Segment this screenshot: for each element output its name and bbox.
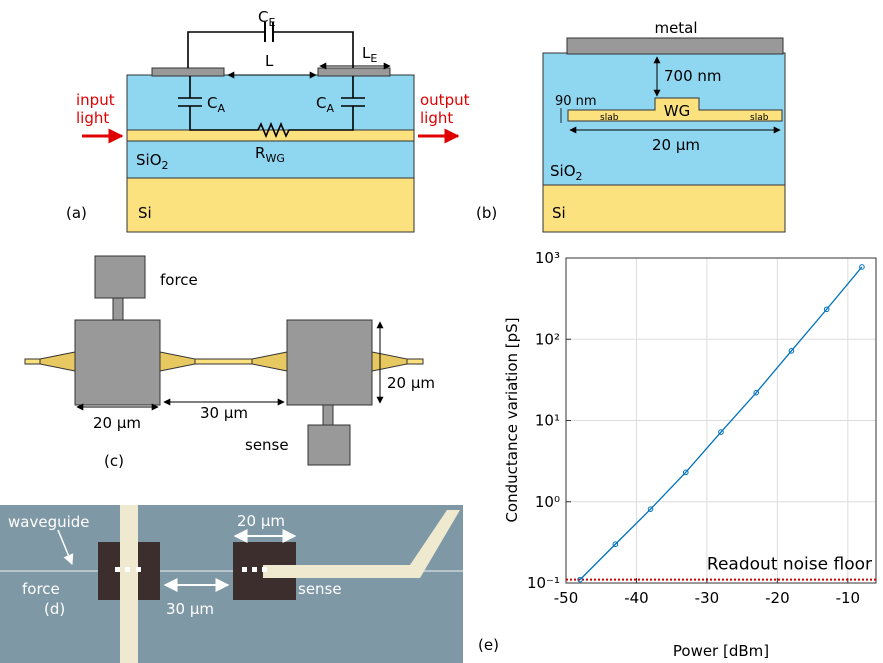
y-tick-label: 10³ xyxy=(535,249,560,267)
x-tick-label: -50 xyxy=(554,589,579,607)
annotation: Readout noise floor xyxy=(707,555,872,575)
panel-c xyxy=(25,256,423,465)
panel-label: (e) xyxy=(478,636,499,654)
label: 20 µm xyxy=(237,512,285,530)
label: sense xyxy=(245,436,289,454)
label: waveguide xyxy=(8,513,90,531)
y-tick-label: 10¹ xyxy=(535,412,560,430)
label: force xyxy=(160,271,198,289)
label: 30 µm xyxy=(200,404,248,422)
panel-label: (a) xyxy=(66,204,87,222)
label: 20 µm xyxy=(652,136,700,154)
label: light xyxy=(420,109,453,127)
label: 20 µm xyxy=(387,374,435,392)
label: Si xyxy=(552,204,566,222)
panel-label: (b) xyxy=(476,204,497,222)
label: output xyxy=(420,91,470,109)
label: metal xyxy=(654,19,697,37)
panel-label: (c) xyxy=(104,452,124,470)
label: 90 nm xyxy=(555,94,597,109)
label: 700 nm xyxy=(664,67,722,85)
label: Si xyxy=(138,204,152,222)
x-tick-label: -40 xyxy=(624,589,649,607)
label: 20 µm xyxy=(93,414,141,432)
y-tick-label: 10² xyxy=(535,330,560,348)
y-tick-label: 10⁰ xyxy=(535,493,560,511)
x-tick-label: -30 xyxy=(695,589,720,607)
label: force xyxy=(22,580,60,598)
label: WG xyxy=(664,102,690,120)
x-tick-label: -20 xyxy=(765,589,790,607)
label: CE xyxy=(258,8,275,29)
label: input xyxy=(76,91,115,109)
x-tick-label: -10 xyxy=(836,589,861,607)
label: L xyxy=(265,52,274,70)
label: light xyxy=(76,109,109,127)
label: 30 µm xyxy=(166,600,214,618)
label: sense xyxy=(298,580,342,598)
label: slab xyxy=(750,113,769,123)
label: slab xyxy=(600,113,619,123)
y-axis-label: Conductance variation [pS] xyxy=(503,317,521,522)
label: LE xyxy=(362,44,377,65)
figure: CE L LE CA CA RWG input light output lig… xyxy=(0,0,883,663)
panel-label: (d) xyxy=(44,600,65,618)
x-axis-label: Power [dBm] xyxy=(673,642,769,660)
